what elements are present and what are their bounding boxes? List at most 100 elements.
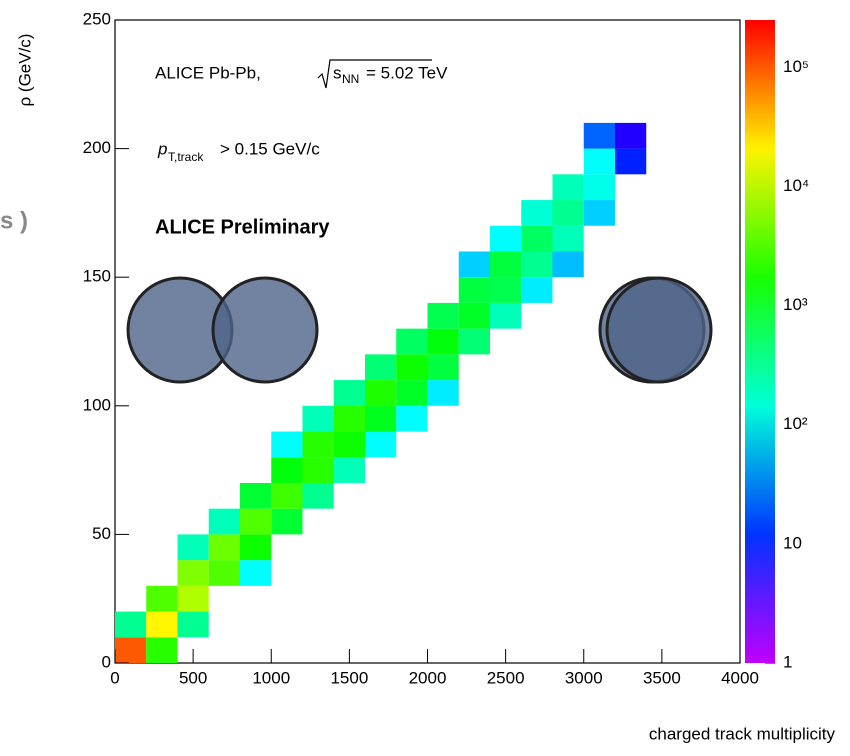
cell (333, 380, 365, 406)
cell (458, 277, 490, 303)
cell (552, 251, 584, 278)
cell (490, 302, 522, 329)
cell (521, 251, 553, 278)
cell (396, 328, 428, 355)
cell (490, 225, 522, 252)
x-tick-label: 3000 (565, 668, 603, 687)
cell (552, 174, 584, 201)
y-tick-label: 50 (92, 524, 111, 543)
x-tick-label: 1000 (252, 668, 290, 687)
annotation: ALICE Preliminary (155, 216, 330, 238)
overlay-circles (126, 276, 713, 384)
cell (240, 508, 272, 535)
ticks: 0 500 1000 1500 2000 2500 3000 3500 4000 0 50 100 15… (83, 9, 810, 687)
y-tick-label: 200 (83, 138, 111, 157)
x-tick-label: 3500 (643, 668, 681, 687)
cell (396, 405, 428, 432)
cells (115, 122, 647, 663)
x-tick-label: 4000 (721, 668, 759, 687)
z-tick-label: 10⁴ (783, 176, 809, 195)
annotation: p (157, 139, 167, 158)
colorbar (745, 20, 775, 663)
y-tick-label: 250 (83, 9, 111, 28)
annotation: s (333, 63, 342, 82)
cell (458, 328, 490, 355)
x-tick-label: 1500 (330, 668, 368, 687)
cell (302, 431, 334, 458)
z-tick-label: 10² (783, 414, 808, 433)
cell (208, 560, 240, 586)
cell (490, 251, 522, 278)
annotation: = 5.02 TeV (366, 63, 448, 82)
cell (240, 560, 272, 586)
z-tick-label: 1 (783, 652, 792, 671)
cell (302, 405, 334, 432)
cell (177, 585, 209, 612)
cell (333, 431, 365, 458)
cell (240, 534, 272, 561)
cell (146, 637, 178, 663)
y-tick-label: 150 (83, 267, 111, 286)
cell (427, 302, 459, 329)
cell (427, 380, 459, 406)
cell (115, 611, 147, 638)
x-axis-label: charged track multiplicity (649, 724, 836, 743)
cell (177, 534, 209, 561)
cell (177, 611, 209, 638)
side-text: s ) (0, 207, 28, 234)
x-tick-label: 0 (110, 668, 119, 687)
cell (146, 611, 178, 638)
sqrt-sign (317, 59, 432, 89)
y-axis-label: ρ (GeV/c) (15, 34, 34, 107)
y-tick-label: 100 (83, 395, 111, 414)
cell (615, 148, 647, 175)
cell (146, 585, 178, 612)
cell (302, 457, 334, 483)
cell (271, 457, 303, 483)
annotation: NN (342, 72, 359, 86)
cell (302, 482, 334, 509)
annotation: T,track (168, 150, 204, 164)
cell (271, 431, 303, 458)
cell (333, 457, 365, 483)
y-tick-label: 0 (102, 652, 111, 671)
cell (427, 328, 459, 355)
z-tick-label: 10 (783, 533, 802, 552)
cell (552, 225, 584, 252)
cell (365, 431, 397, 458)
cell (208, 534, 240, 561)
cell (333, 405, 365, 432)
cell (177, 560, 209, 586)
cell (427, 354, 459, 381)
cell (521, 200, 553, 226)
cell (552, 200, 584, 226)
annotation: > 0.15 GeV/c (220, 139, 320, 158)
cell (490, 277, 522, 303)
cell (583, 122, 615, 149)
circle (605, 276, 713, 384)
cell (583, 200, 615, 226)
cell (521, 277, 553, 303)
cell (115, 637, 147, 663)
cell (365, 354, 397, 381)
x-tick-label: 500 (179, 668, 207, 687)
x-tick-label: 2500 (487, 668, 525, 687)
cell (583, 174, 615, 201)
annotation: ALICE Pb-Pb, (155, 63, 261, 82)
cell (615, 122, 647, 149)
cell (240, 482, 272, 509)
cell (458, 302, 490, 329)
cell (365, 405, 397, 432)
circle (211, 276, 319, 384)
cell (396, 380, 428, 406)
cell (271, 482, 303, 509)
cell (583, 148, 615, 175)
cell (396, 354, 428, 381)
x-tick-label: 2000 (409, 668, 447, 687)
cell (521, 225, 553, 252)
cell (458, 251, 490, 278)
cell (208, 508, 240, 535)
z-tick-label: 10³ (783, 295, 808, 314)
cell (365, 380, 397, 406)
